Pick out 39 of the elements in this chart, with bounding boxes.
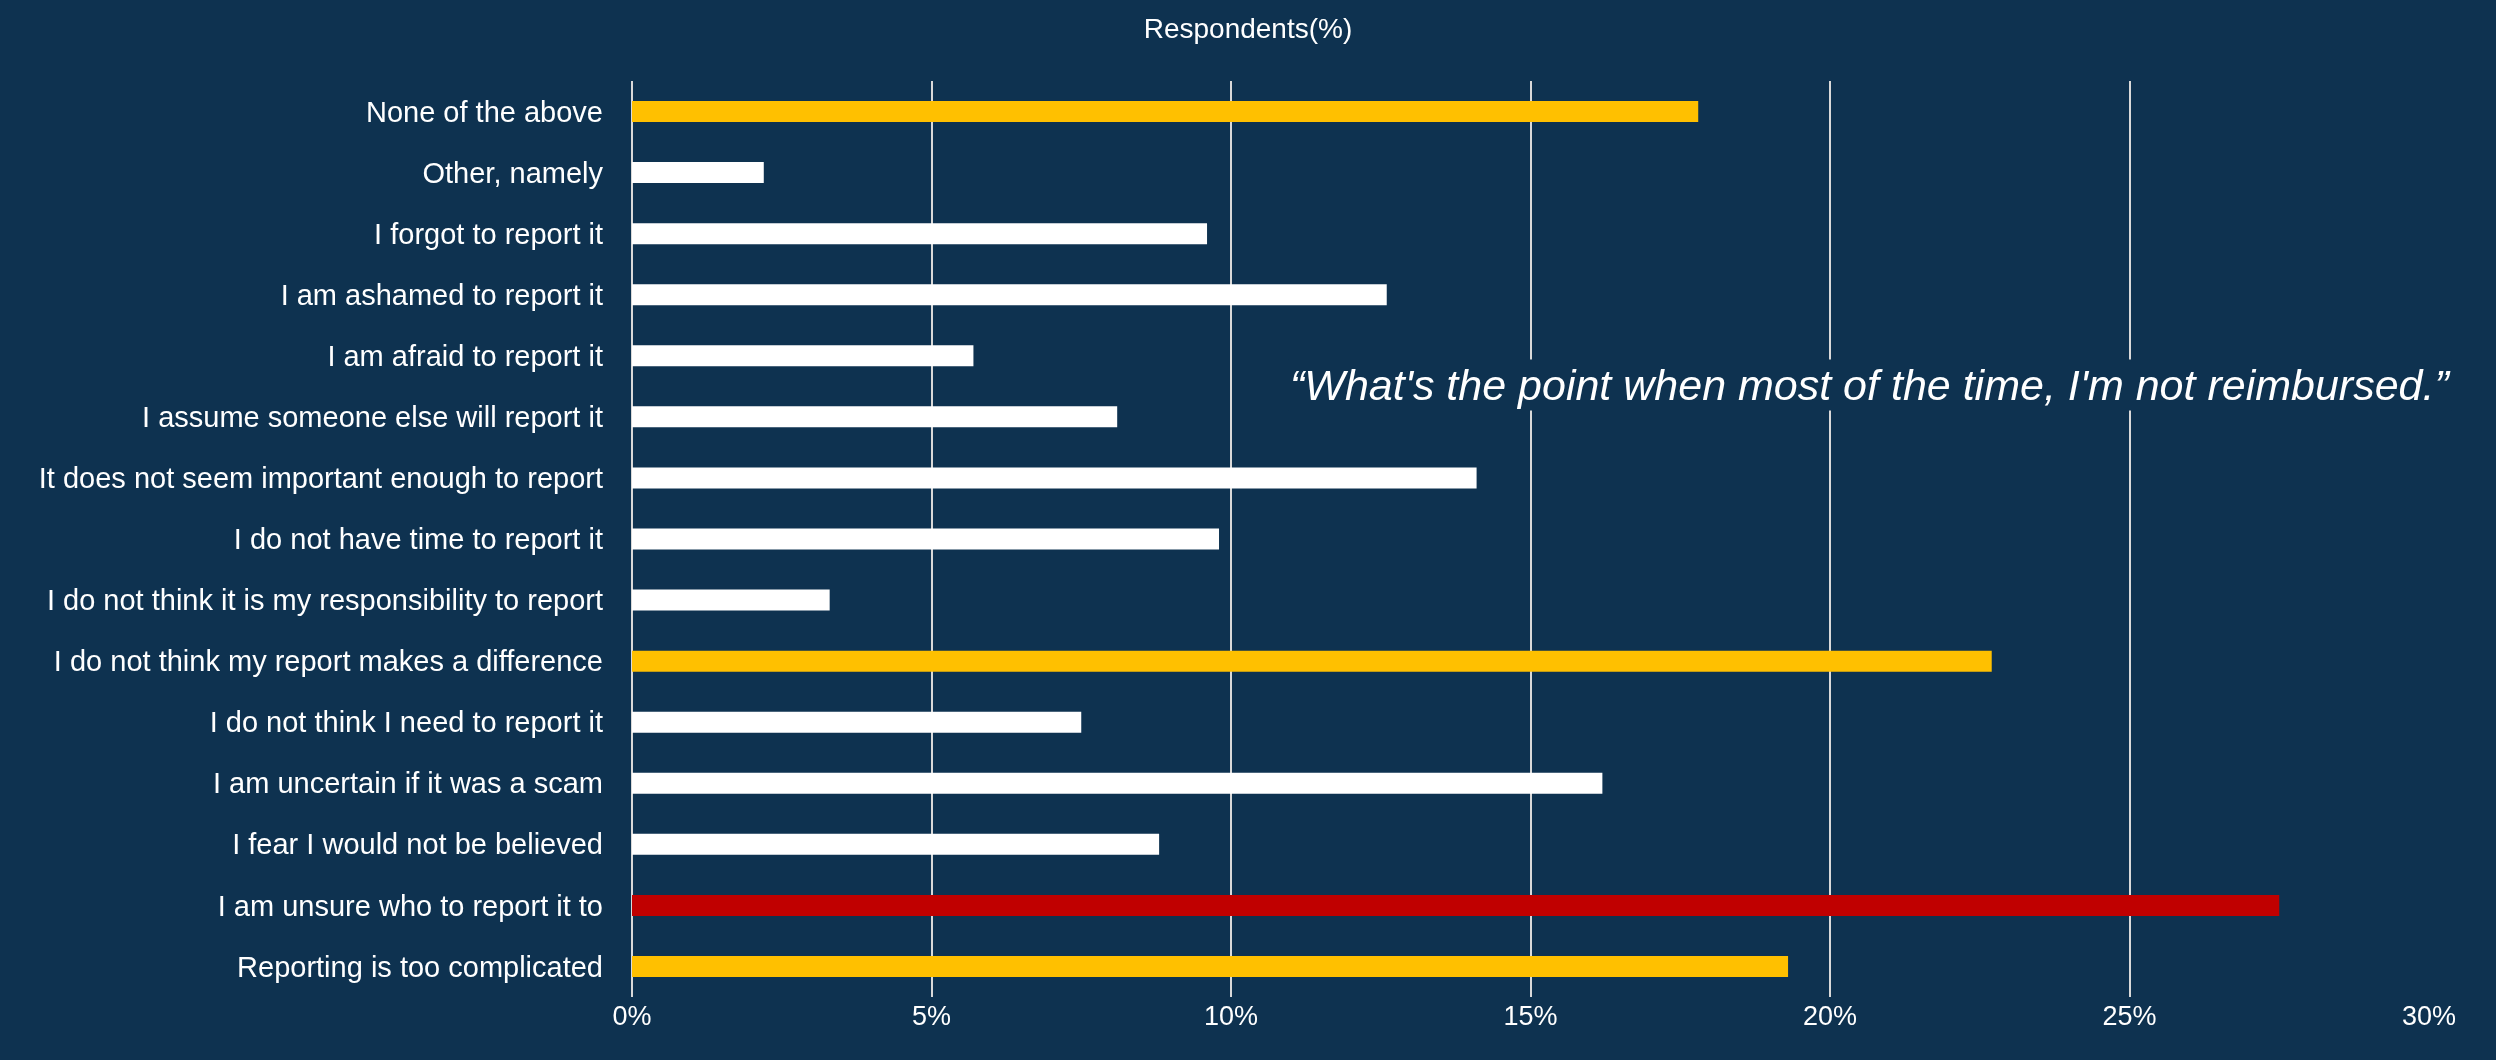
y-tick-label: I fear I would not be believed <box>232 828 603 861</box>
y-tick-label: I do not think my report makes a difference <box>53 645 603 678</box>
y-tick-label: Other, namely <box>422 156 604 189</box>
bar <box>632 467 1477 489</box>
bar <box>632 528 1220 550</box>
y-tick-label: I do not think I need to report it <box>209 706 603 739</box>
x-tick-label: 25% <box>2102 1001 2157 1031</box>
bar <box>632 589 830 611</box>
bar <box>632 345 974 367</box>
x-tick-label: 30% <box>2401 1001 2457 1031</box>
y-tick-label: I am ashamed to report it <box>280 278 603 311</box>
y-tick-label: I am afraid to report it <box>327 339 603 372</box>
bar <box>632 284 1387 306</box>
bar <box>632 406 1118 428</box>
x-tick-label: 20% <box>1802 1001 1858 1031</box>
x-tick-label: 10% <box>1203 1001 1259 1031</box>
x-tick-label: 5% <box>911 1001 952 1031</box>
bar <box>632 833 1160 855</box>
bar <box>632 772 1603 794</box>
bar <box>632 223 1208 245</box>
y-tick-label: I am unsure who to report it to <box>217 889 603 922</box>
y-tick-label: I do not have time to report it <box>233 523 603 556</box>
annotation: “What's the point when most of the time, I'm not reimbursed.” <box>1290 361 2451 409</box>
x-tick-label: 0% <box>612 1001 652 1031</box>
y-tick-label: I assume someone else will report it <box>142 401 603 434</box>
y-tick-label: Reporting is too complicated <box>237 950 603 983</box>
chart-title: Respondents(%) <box>1143 13 1353 45</box>
y-tick-label: I do not think it is my responsibility to report <box>46 584 603 617</box>
y-tick-label: None of the above <box>365 95 603 128</box>
bar <box>632 894 2280 916</box>
bar <box>632 101 1699 123</box>
y-tick-label: I forgot to report it <box>374 217 603 250</box>
bar <box>632 162 764 184</box>
y-tick-label: It does not seem important enough to report <box>38 462 603 495</box>
x-tick-label: 15% <box>1503 1001 1558 1031</box>
y-tick-label: I am uncertain if it was a scam <box>212 767 603 800</box>
bar <box>632 650 1992 672</box>
bar <box>632 955 1789 977</box>
bar <box>632 711 1082 733</box>
